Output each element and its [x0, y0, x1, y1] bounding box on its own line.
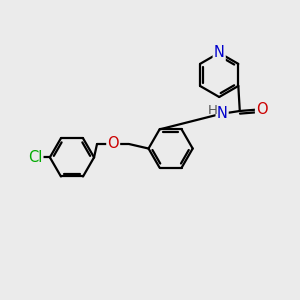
Text: H: H — [208, 104, 217, 117]
Text: Cl: Cl — [28, 150, 42, 165]
Text: O: O — [107, 136, 119, 151]
Text: N: N — [214, 45, 225, 60]
Text: O: O — [256, 102, 268, 117]
Text: N: N — [217, 106, 228, 122]
